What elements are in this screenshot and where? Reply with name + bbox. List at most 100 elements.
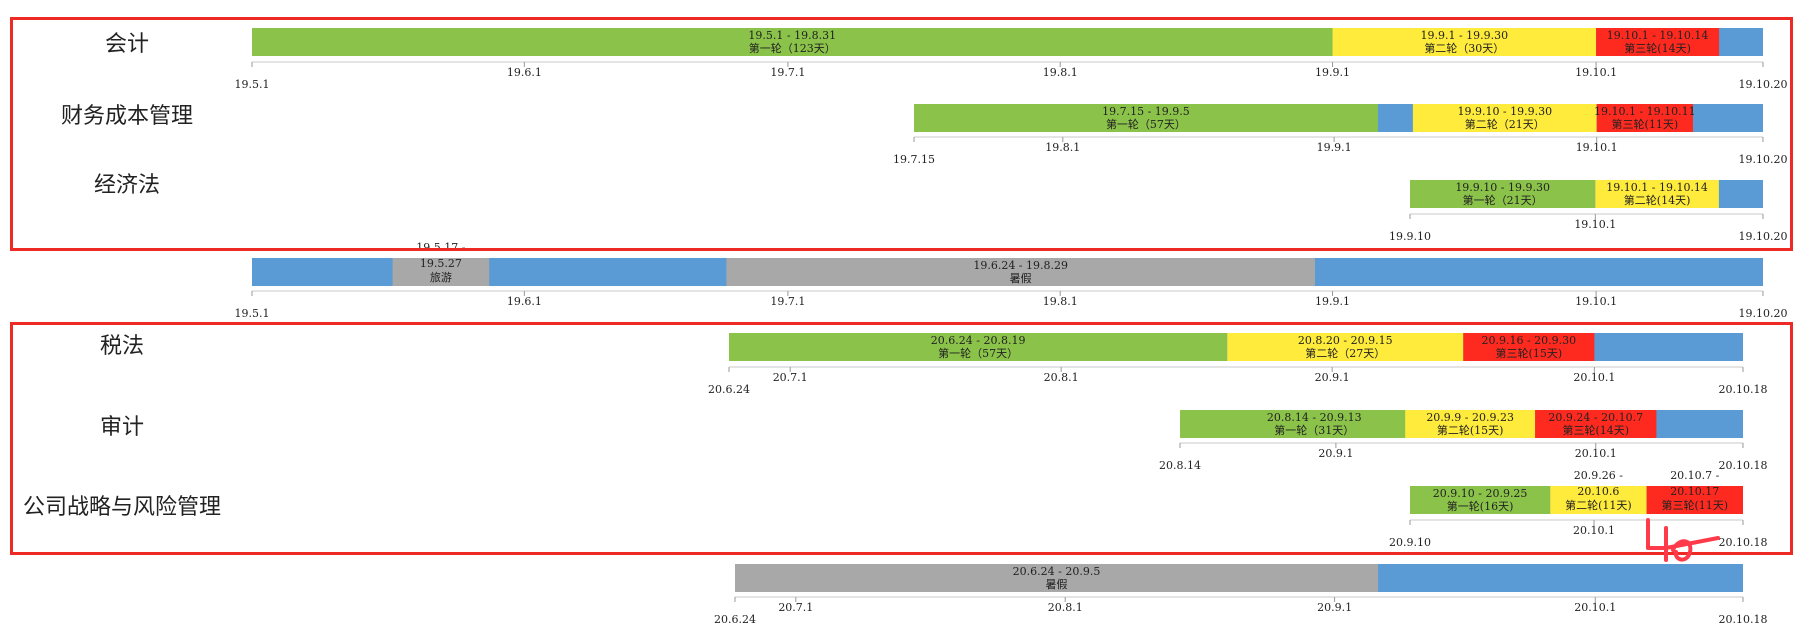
- subject-label: 财务成本管理: [61, 104, 193, 129]
- tick-label: 20.10.18: [1719, 536, 1768, 549]
- tick-label: 19.7.1: [770, 66, 805, 79]
- tick-label: 20.10.1: [1573, 524, 1615, 537]
- tick-label: 19.8.1: [1043, 295, 1078, 308]
- bar-label-round: 第一轮（57天）: [1106, 117, 1186, 131]
- bar-label-round: 第三轮(11天): [1612, 117, 1679, 131]
- tick-label: 20.9.1: [1315, 371, 1350, 384]
- highlight-frame-2019: [10, 17, 1793, 251]
- tick-label: 19.7.15: [893, 153, 935, 166]
- tick-label: 20.8.1: [1048, 601, 1083, 614]
- tick-label: 19.8.1: [1045, 141, 1080, 154]
- tick-label: 19.10.20: [1739, 78, 1788, 91]
- bar-label-dates: 20.9.9 - 20.9.23: [1426, 411, 1514, 424]
- bar-label-round: 第二轮（30天）: [1424, 41, 1504, 55]
- tick-label: 20.7.1: [778, 601, 813, 614]
- bar-label-dates: 19.6.24 - 19.8.29: [973, 259, 1068, 272]
- tick-label: 19.9.1: [1315, 66, 1350, 79]
- handwritten-mark: [1646, 518, 1720, 562]
- tick-label: 19.6.1: [507, 295, 542, 308]
- tick-label: 19.9.10: [1389, 230, 1431, 243]
- bar-label-dates: 19.9.10 - 19.9.30: [1455, 181, 1550, 194]
- tick-label: 19.5.1: [235, 307, 270, 320]
- tick-label: 19.9.1: [1317, 141, 1352, 154]
- bar-round1: [1410, 180, 1596, 208]
- subject-label: 审计: [100, 415, 144, 440]
- bar-label-round: 第一轮（123天）: [749, 41, 836, 55]
- bar-label-dates: 20.9.24 - 20.10.7: [1548, 411, 1643, 424]
- bar-label-dates: 20.9.16 - 20.9.30: [1481, 334, 1576, 347]
- bar-round1: [1410, 486, 1551, 514]
- bar-label-round: 第二轮(11天): [1565, 498, 1632, 512]
- bar-vacation: [392, 258, 490, 286]
- bar-label-round: 第一轮(16天): [1447, 499, 1514, 513]
- bar-label-dates: 20.6.24 - 20.8.19: [931, 334, 1026, 347]
- bar-label-line2: 19.5.27: [420, 257, 462, 270]
- bar-label-round: 第二轮（27天）: [1305, 346, 1385, 360]
- tick-label: 19.5.1: [235, 78, 270, 91]
- bar-label-dates: 19.10.1 - 19.10.11: [1594, 105, 1696, 118]
- bar-label-dates: 19.10.1 - 19.10.14: [1606, 181, 1708, 194]
- tick-label: 20.10.1: [1575, 447, 1617, 460]
- bar-label-line2: 20.10.6: [1577, 485, 1619, 498]
- bar-vacation: [735, 564, 1379, 592]
- bar-vacation: [726, 258, 1315, 286]
- bar-round3: [1463, 333, 1595, 361]
- bar-round2: [1550, 486, 1647, 514]
- bar-round3: [1646, 486, 1743, 514]
- bar-label-dates: 20.8.14 - 20.9.13: [1267, 411, 1362, 424]
- bar-label-dates: 20.9.10 - 20.9.25: [1433, 487, 1528, 500]
- bar-round2: [1412, 104, 1597, 132]
- bar-round2: [1332, 28, 1597, 56]
- bar-label-round: 第二轮（21天）: [1465, 117, 1545, 131]
- tick-label: 20.10.18: [1719, 459, 1768, 472]
- tick-label: 20.10.1: [1573, 371, 1615, 384]
- subject-label: 公司战略与风险管理: [23, 495, 221, 520]
- tick-label: 19.10.20: [1739, 230, 1788, 243]
- bar-label-round: 第三轮(15天): [1496, 346, 1563, 360]
- bar-round3: [1596, 28, 1720, 56]
- bar-label-round: 第一轮（57天）: [938, 346, 1018, 360]
- bar-round1: [729, 333, 1228, 361]
- bar-label-round: 第一轮（21天）: [1463, 193, 1543, 207]
- bar-round2: [1405, 410, 1536, 438]
- bar-label-round: 第一轮（31天）: [1274, 423, 1354, 437]
- bar-label-dates: 20.8.20 - 20.9.15: [1298, 334, 1393, 347]
- bar-label-dates: 20.6.24 - 20.9.5: [1013, 565, 1101, 578]
- tick-label: 20.6.24: [714, 613, 756, 626]
- bar-label-round: 旅游: [430, 270, 452, 284]
- tick-label: 20.9.1: [1317, 601, 1352, 614]
- tick-label: 19.10.1: [1576, 141, 1618, 154]
- tick-label: 19.10.1: [1575, 66, 1617, 79]
- tick-label: 20.7.1: [773, 371, 808, 384]
- bar-label-line1: 20.10.7 -: [1670, 469, 1719, 482]
- bar-label-dates: 19.7.15 - 19.9.5: [1102, 105, 1190, 118]
- tick-label: 19.10.20: [1739, 153, 1788, 166]
- tick-label: 19.10.1: [1574, 218, 1616, 231]
- bar-round2: [1595, 180, 1719, 208]
- tick-label: 20.9.10: [1389, 536, 1431, 549]
- bar-label-round: 暑假: [1010, 271, 1032, 285]
- bar-label-round: 第三轮(14天): [1562, 423, 1629, 437]
- bar-label-round: 第三轮(14天): [1624, 41, 1691, 55]
- bar-label-dates: 19.9.10 - 19.9.30: [1457, 105, 1552, 118]
- bar-round3: [1535, 410, 1657, 438]
- bar-label-line2: 20.10.17: [1670, 485, 1719, 498]
- subject-label: 经济法: [94, 173, 160, 198]
- bar-round1: [914, 104, 1378, 132]
- bar-round3: [1596, 104, 1693, 132]
- tick-label: 19.7.1: [770, 295, 805, 308]
- bar-round1: [252, 28, 1333, 56]
- tick-label: 20.9.1: [1318, 447, 1353, 460]
- bar-label-round: 第三轮(11天): [1662, 498, 1729, 512]
- tick-label: 20.8.1: [1044, 371, 1079, 384]
- tick-label: 20.10.18: [1719, 383, 1768, 396]
- bar-label-dates: 19.5.1 - 19.8.31: [748, 29, 836, 42]
- bar-label-dates: 19.9.1 - 19.9.30: [1420, 29, 1508, 42]
- subject-label: 税法: [100, 334, 144, 359]
- tick-label: 19.8.1: [1043, 66, 1078, 79]
- bar-label-round: 第二轮(14天): [1624, 193, 1691, 207]
- tick-label: 19.10.1: [1575, 295, 1617, 308]
- tick-label: 20.10.1: [1574, 601, 1616, 614]
- bar-label-round: 第二轮(15天): [1437, 423, 1504, 437]
